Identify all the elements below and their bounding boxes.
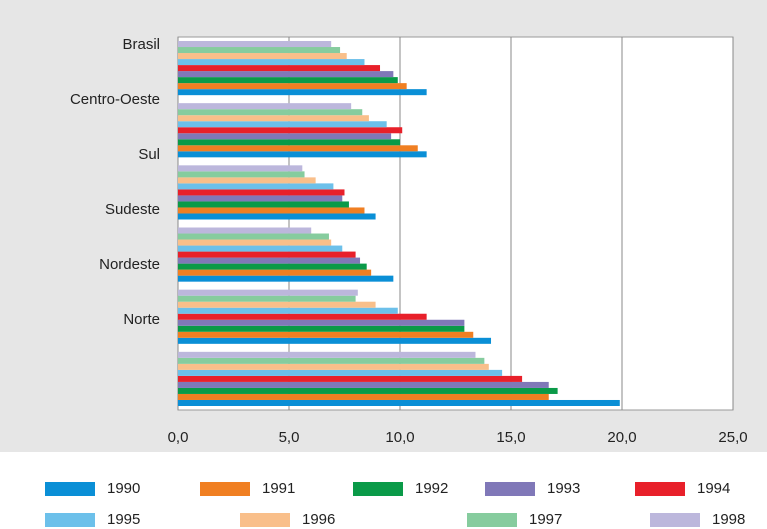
bar xyxy=(178,251,356,258)
bar xyxy=(178,201,349,208)
bar xyxy=(178,65,381,72)
bar xyxy=(178,325,465,332)
bar xyxy=(178,89,427,96)
bar xyxy=(178,313,427,320)
x-tick-label: 10,0 xyxy=(385,429,414,446)
legend-swatch xyxy=(485,482,535,496)
x-tick-label: 20,0 xyxy=(607,429,636,446)
bar xyxy=(178,369,503,376)
legend-swatch xyxy=(240,513,290,527)
y-tick-label: Centro-Oeste xyxy=(70,91,160,108)
bar xyxy=(178,177,316,184)
bar xyxy=(178,41,332,48)
bar xyxy=(178,145,418,152)
bar xyxy=(178,115,369,122)
legend-swatch xyxy=(45,482,95,496)
plot-area xyxy=(177,36,734,411)
legend-swatch xyxy=(45,513,95,527)
bar xyxy=(178,213,376,220)
legend-label: 1994 xyxy=(697,480,730,497)
bar xyxy=(178,375,523,382)
bar xyxy=(178,227,312,234)
bar xyxy=(178,171,305,178)
y-tick-label: Norte xyxy=(123,311,160,328)
legend-label: 1990 xyxy=(107,480,140,497)
bar xyxy=(178,71,394,78)
legend-swatch xyxy=(467,513,517,527)
legend-label: 1995 xyxy=(107,511,140,528)
bar xyxy=(178,151,427,158)
bar xyxy=(178,363,489,370)
x-tick-label: 25,0 xyxy=(718,429,747,446)
bar xyxy=(178,337,492,344)
legend-label: 1998 xyxy=(712,511,745,528)
legend-label: 1993 xyxy=(547,480,580,497)
legend-swatch xyxy=(635,482,685,496)
x-tick-label: 5,0 xyxy=(279,429,300,446)
bar xyxy=(178,83,407,90)
bar xyxy=(178,381,549,388)
legend-swatch xyxy=(650,513,700,527)
bar xyxy=(178,47,341,54)
bar xyxy=(178,331,474,338)
bar xyxy=(178,295,356,302)
bar xyxy=(178,263,367,270)
bar xyxy=(178,393,549,400)
y-tick-label: Brasil xyxy=(122,36,160,53)
bar xyxy=(178,239,332,246)
legend-swatch xyxy=(353,482,403,496)
x-tick-label: 15,0 xyxy=(496,429,525,446)
bar xyxy=(178,307,398,314)
bar xyxy=(178,319,465,326)
x-tick-label: 0,0 xyxy=(168,429,189,446)
bar xyxy=(178,53,347,60)
bar xyxy=(178,289,358,296)
bar xyxy=(178,195,343,202)
legend-label: 1997 xyxy=(529,511,562,528)
bar xyxy=(178,275,394,282)
bar xyxy=(178,357,485,364)
bar xyxy=(178,245,343,252)
bar xyxy=(178,121,387,128)
bar xyxy=(178,257,361,264)
bar xyxy=(178,233,329,240)
bar xyxy=(178,399,620,406)
bar xyxy=(178,127,403,134)
bar xyxy=(178,133,392,140)
y-tick-label: Nordeste xyxy=(99,256,160,273)
bar xyxy=(178,165,303,172)
legend-swatch xyxy=(200,482,250,496)
legend-label: 1992 xyxy=(415,480,448,497)
bar xyxy=(178,387,558,394)
y-tick-label: Sul xyxy=(138,146,160,163)
legend-label: 1996 xyxy=(302,511,335,528)
bar xyxy=(178,139,400,146)
y-tick-label: Sudeste xyxy=(105,201,160,218)
bar xyxy=(178,207,365,214)
bar xyxy=(178,59,365,66)
bar xyxy=(178,109,363,116)
bar xyxy=(178,351,476,358)
bar xyxy=(178,103,352,110)
bar xyxy=(178,269,372,276)
bar xyxy=(178,77,398,84)
bar xyxy=(178,189,345,196)
bar xyxy=(178,183,334,190)
legend-label: 1991 xyxy=(262,480,295,497)
bar xyxy=(178,301,376,308)
